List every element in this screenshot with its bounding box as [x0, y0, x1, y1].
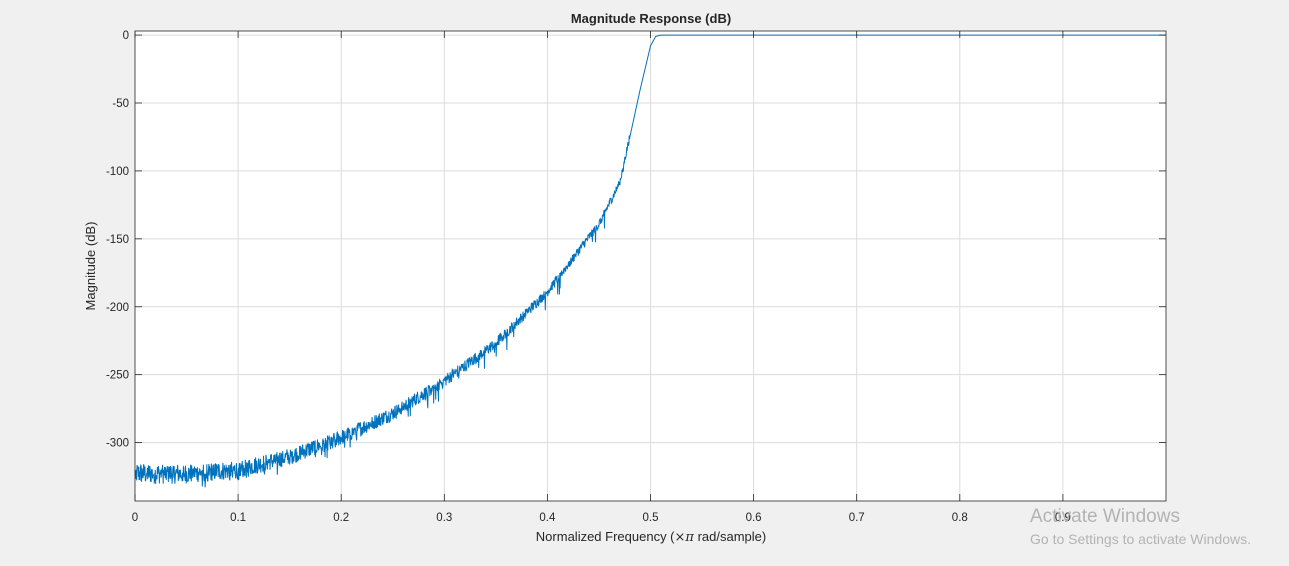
- chart-title: Magnitude Response (dB): [571, 11, 731, 26]
- series-group: [134, 34, 1166, 488]
- x-tick-label: 0.6: [746, 512, 762, 524]
- x-axis-label-prefix: Normalized Frequency (: [536, 529, 675, 544]
- y-tick-label: -250: [106, 370, 129, 382]
- x-tick-label: 0.2: [333, 512, 349, 524]
- x-axis-label: Normalized Frequency (×π rad/sample): [536, 529, 766, 545]
- y-tick-label: -200: [106, 302, 129, 314]
- x-tick-label: 0.1: [230, 512, 246, 524]
- x-tick-label: 0.9: [1055, 512, 1071, 524]
- x-tick-label: 0.4: [539, 512, 556, 524]
- x-tick-label: 0.3: [436, 512, 452, 524]
- x-axis-label-symbol: ×π: [675, 530, 695, 545]
- y-tick-label: -50: [112, 98, 129, 110]
- y-tick-label: -150: [106, 234, 129, 246]
- x-tick-label: 0.5: [643, 512, 659, 524]
- axis-ticks: [134, 31, 1166, 501]
- y-tick-label: -100: [106, 166, 129, 178]
- x-tick-label: 0.7: [849, 512, 865, 524]
- x-tick-label: 0.8: [952, 512, 968, 524]
- y-tick-label: 0: [123, 30, 129, 42]
- x-tick-label: 0: [132, 512, 138, 524]
- y-axis-label: Magnitude (dB): [83, 222, 98, 311]
- x-tick-labels: 0 0.1 0.2 0.3 0.4 0.5 0.6 0.7 0.8 0.9: [132, 512, 1071, 524]
- y-tick-label: -300: [106, 438, 129, 450]
- series-line-magnitude: [134, 34, 1166, 488]
- y-tick-labels: 0 -50 -100 -150 -200 -250 -300: [106, 30, 129, 450]
- x-axis-label-suffix: rad/sample): [694, 529, 766, 544]
